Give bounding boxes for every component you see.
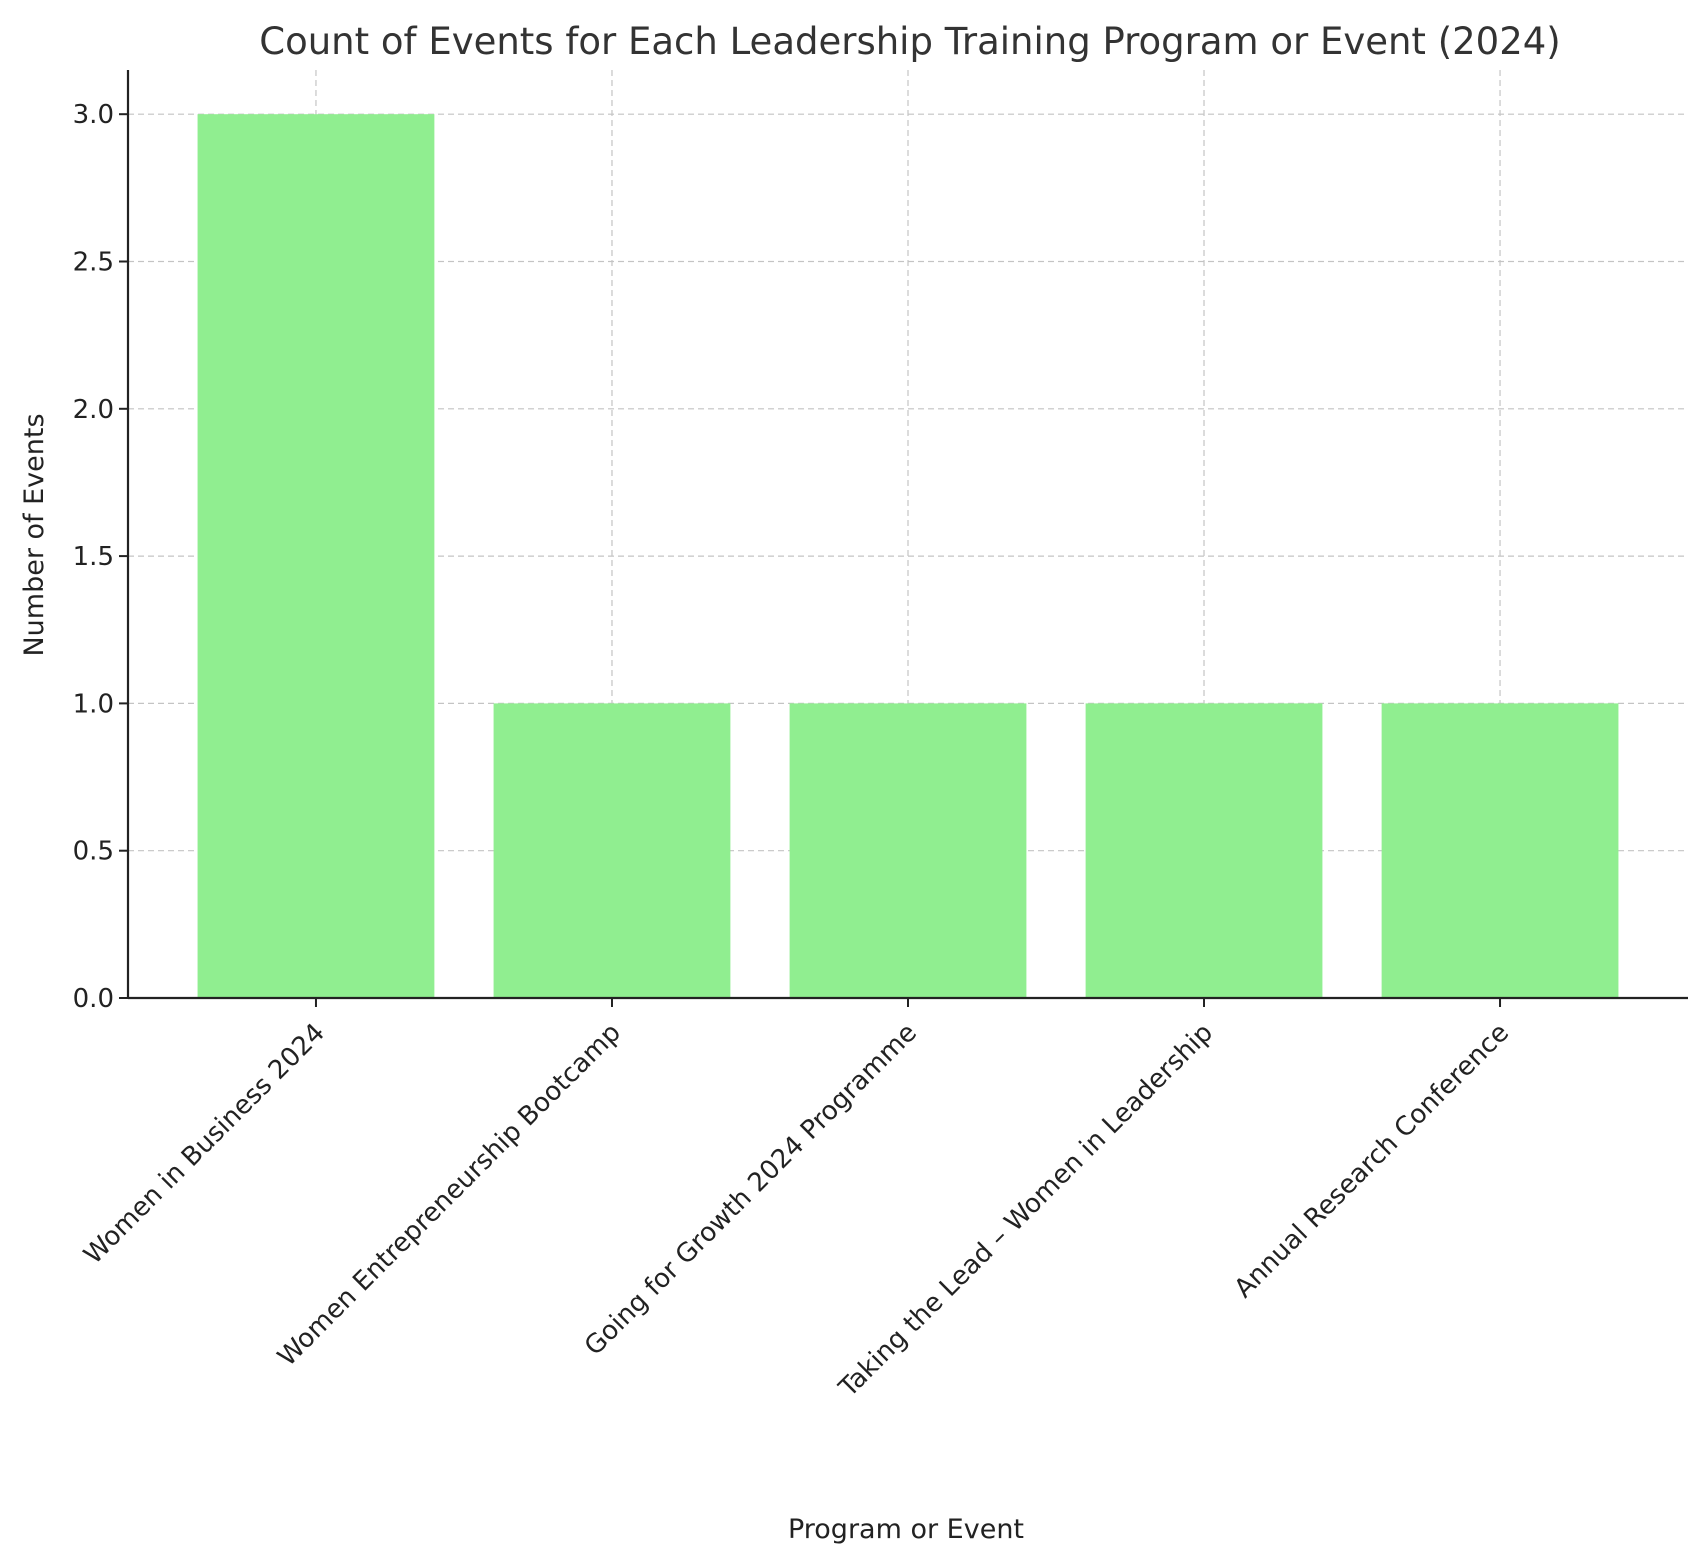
y-axis-label: Number of Events — [19, 413, 50, 656]
bar — [197, 114, 435, 998]
bar — [789, 703, 1027, 998]
chart-title: Count of Events for Each Leadership Trai… — [259, 20, 1561, 63]
y-tick-label: 2.5 — [73, 247, 114, 277]
y-tick-label: 1.5 — [73, 542, 114, 572]
bar — [1085, 703, 1323, 998]
y-ticks: 0.0 0.5 1.0 1.5 2.0 2.5 3.0 — [73, 100, 128, 1014]
bar — [1381, 703, 1619, 998]
bars — [197, 114, 1619, 998]
y-tick-label: 1.0 — [73, 689, 114, 719]
y-tick-label: 2.0 — [73, 395, 114, 425]
bar — [493, 703, 731, 998]
y-tick-label: 0.5 — [73, 837, 114, 867]
x-axis-label: Program or Event — [788, 1514, 1024, 1545]
y-tick-label: 3.0 — [73, 100, 114, 130]
y-tick-label: 0.0 — [73, 984, 114, 1014]
